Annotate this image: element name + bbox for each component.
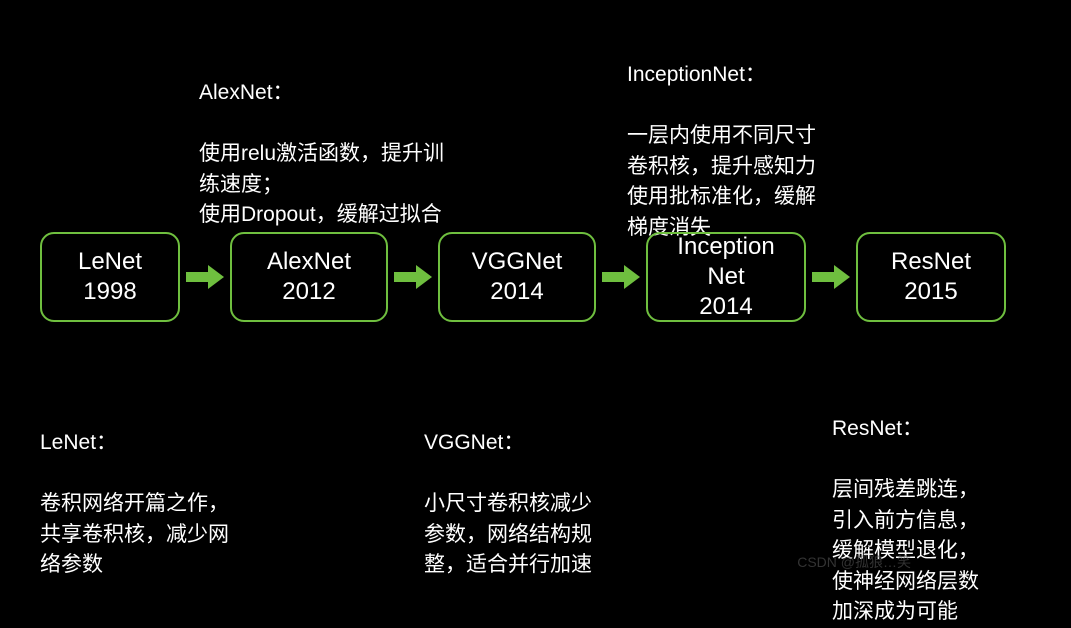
annotation-lenet-body: 卷积网络开篇之作， 共享卷积核，减少网 络参数 — [40, 492, 229, 576]
node-resnet: ResNet 2015 — [856, 232, 1006, 322]
annotation-alexnet-body: 使用relu激活函数，提升训 练速度； 使用Dropout，缓解过拟合 — [199, 142, 444, 226]
annotation-vggnet-title: VGGNet： — [424, 431, 524, 454]
annotation-resnet-title: ResNet： — [832, 417, 923, 440]
watermark: CSDN @孤狼…笑 — [797, 552, 911, 572]
annotation-alexnet-title: AlexNet： — [199, 81, 294, 104]
arrow-icon — [812, 265, 850, 289]
annotation-inception-title: InceptionNet： — [627, 63, 766, 86]
node-lenet-year: 1998 — [83, 277, 136, 307]
node-lenet: LeNet 1998 — [40, 232, 180, 322]
annotation-resnet: ResNet： 层间残差跳连， 引入前方信息， 缓解模型退化， 使神经网络层数 … — [832, 384, 1052, 628]
node-alexnet-name: AlexNet — [267, 247, 351, 277]
arrow-icon — [602, 265, 640, 289]
annotation-inception-body: 一层内使用不同尺寸 卷积核，提升感知力 使用批标准化，缓解 梯度消失 — [627, 124, 816, 238]
node-alexnet: AlexNet 2012 — [230, 232, 388, 322]
node-lenet-name: LeNet — [78, 247, 142, 277]
node-vggnet: VGGNet 2014 — [438, 232, 596, 322]
node-resnet-name: ResNet — [891, 247, 971, 277]
annotation-lenet: LeNet： 卷积网络开篇之作， 共享卷积核，减少网 络参数 — [40, 398, 300, 581]
annotation-vggnet-body: 小尺寸卷积核减少 参数，网络结构规 整，适合并行加速 — [424, 492, 592, 576]
annotation-resnet-body: 层间残差跳连， 引入前方信息， 缓解模型退化， 使神经网络层数 加深成为可能 — [832, 478, 979, 623]
node-alexnet-year: 2012 — [282, 277, 335, 307]
annotation-alexnet: AlexNet： 使用relu激活函数，提升训 练速度； 使用Dropout，缓… — [199, 48, 499, 231]
node-resnet-year: 2015 — [904, 277, 957, 307]
annotation-vggnet: VGGNet： 小尺寸卷积核减少 参数，网络结构规 整，适合并行加速 — [424, 398, 654, 581]
node-inception: Inception Net 2014 — [646, 232, 806, 322]
arrow-icon — [186, 265, 224, 289]
annotation-lenet-title: LeNet： — [40, 431, 117, 454]
node-vggnet-name: VGGNet — [472, 247, 563, 277]
timeline: LeNet 1998 AlexNet 2012 VGGNet 2014 Ince… — [40, 232, 1041, 322]
annotation-inception: InceptionNet： 一层内使用不同尺寸 卷积核，提升感知力 使用批标准化… — [627, 30, 887, 243]
node-inception-year: 2014 — [699, 292, 752, 322]
node-inception-name: Inception Net — [677, 232, 774, 292]
node-vggnet-year: 2014 — [490, 277, 543, 307]
arrow-icon — [394, 265, 432, 289]
